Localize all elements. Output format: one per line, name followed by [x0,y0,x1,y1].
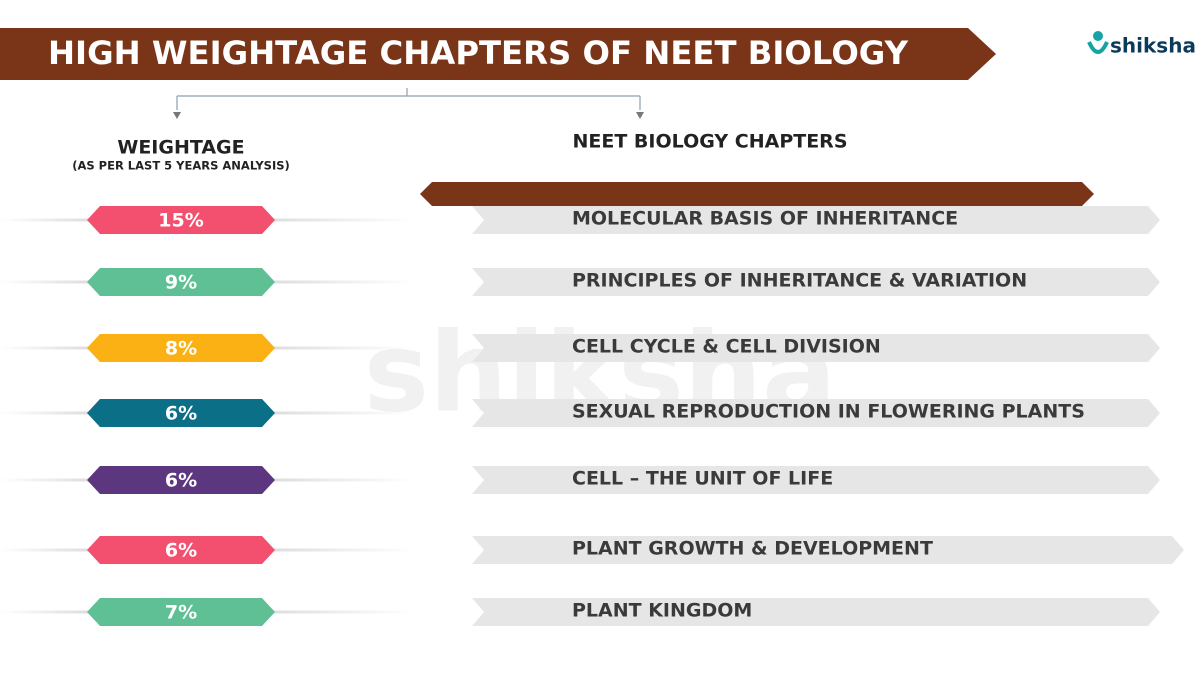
chapter-band [472,334,1160,362]
weightage: 9% [165,272,197,294]
chapter: PRINCIPLES OF INHERITANCE & VARIATION [572,270,1027,292]
connector [0,280,90,284]
chapters-bar [420,182,1094,206]
arrow-head [173,112,181,119]
weightage: 15% [158,210,203,232]
weightage-subtitle: (AS PER LAST 5 YEARS ANALYSIS) [72,159,290,173]
title-banner [0,28,996,80]
connector [272,610,412,614]
weightage-title: WEIGHTAGE [117,137,244,159]
weightage-pill [87,268,275,296]
connector [0,610,90,614]
weightage: 6% [165,470,197,492]
weightage: 8% [165,338,197,360]
chapter: PLANT KINGDOM [572,600,752,622]
connector [0,218,90,222]
chapter-band [472,466,1160,494]
chapter-band [472,206,1160,234]
chapter: SEXUAL REPRODUCTION IN FLOWERING PLANTS [572,401,1085,423]
chapter-band [472,598,1160,626]
weightage: 6% [165,540,197,562]
weightage-pill [87,206,275,234]
weightage-pill [87,399,275,427]
connector [0,478,90,482]
weightage: 7% [165,602,197,624]
chapter: CELL CYCLE & CELL DIVISION [572,336,881,358]
connector [0,346,90,350]
chapter-band [472,399,1160,427]
connector [272,411,412,415]
logo-icon [1087,41,1109,54]
weightage-pill [87,334,275,362]
connector [272,548,412,552]
connector [272,280,412,284]
logo-icon [1093,31,1103,41]
connector [0,548,90,552]
chapter-band [472,536,1184,564]
bracket [176,88,641,110]
title: HIGH WEIGHTAGE CHAPTERS OF NEET BIOLOGY [48,34,909,72]
chapter: CELL – THE UNIT OF LIFE [572,468,833,490]
chapters-title: NEET BIOLOGY CHAPTERS [573,131,848,153]
logo: shiksha [1110,34,1196,58]
connector [272,346,412,350]
connector [272,218,412,222]
arrow-head [636,112,644,119]
connector [272,478,412,482]
chapter-band [472,268,1160,296]
connector [0,411,90,415]
weightage-pill [87,466,275,494]
rows: 15% MOLECULAR BASIS OF INHERITANCE 9% PRINC… [0,206,1184,626]
weightage: 6% [165,403,197,425]
chapter: MOLECULAR BASIS OF INHERITANCE [572,208,958,230]
weightage-pill [87,598,275,626]
weightage-pill [87,536,275,564]
chapter: PLANT GROWTH & DEVELOPMENT [572,538,933,560]
